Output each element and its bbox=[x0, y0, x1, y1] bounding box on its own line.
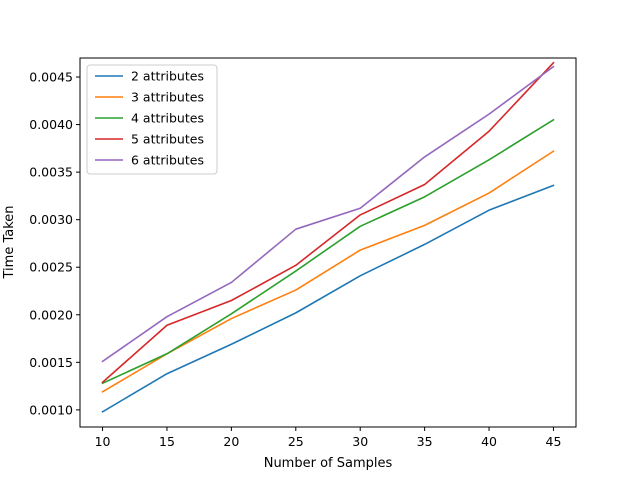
y-tick-label: 0.0035 bbox=[29, 165, 73, 180]
y-tick-label: 0.0045 bbox=[29, 70, 73, 85]
y-tick-label: 0.0015 bbox=[29, 355, 73, 370]
x-tick-label: 10 bbox=[95, 434, 111, 449]
legend: 2 attributes 3 attributes 4 attributes 5 at… bbox=[86, 64, 218, 175]
series-line-5-attributes bbox=[101, 61, 555, 384]
x-tick-label: 25 bbox=[288, 434, 304, 449]
x-tick-label: 40 bbox=[481, 434, 497, 449]
x-tick-label: 35 bbox=[417, 434, 433, 449]
y-tick-label: 0.0010 bbox=[29, 402, 73, 417]
x-tick-label: 15 bbox=[159, 434, 175, 449]
y-tick-label: 0.0025 bbox=[29, 260, 73, 275]
y-axis-ticks: 0.0010 0.0015 0.0020 0.0025 0.0030 0.0035 0.00… bbox=[29, 70, 80, 417]
y-axis-title: Time Taken bbox=[2, 205, 17, 279]
series-layer bbox=[101, 61, 555, 413]
x-tick-label: 45 bbox=[546, 434, 562, 449]
y-tick-label: 0.0020 bbox=[29, 307, 73, 322]
y-tick-label: 0.0030 bbox=[29, 212, 73, 227]
x-axis-title: Number of Samples bbox=[264, 456, 393, 471]
x-tick-label: 20 bbox=[223, 434, 239, 449]
x-axis-ticks: 10 15 20 25 30 35 40 45 bbox=[95, 427, 562, 449]
series-line-4-attributes bbox=[101, 118, 555, 385]
series-line-6-attributes bbox=[101, 65, 555, 363]
legend-box bbox=[86, 64, 218, 175]
legend-label: 6 attributes bbox=[131, 153, 204, 168]
legend-label: 4 attributes bbox=[131, 111, 204, 126]
plot-frame bbox=[79, 57, 577, 428]
legend-label: 5 attributes bbox=[131, 132, 204, 147]
series-line-2-attributes bbox=[101, 184, 555, 413]
legend-label: 2 attributes bbox=[131, 69, 204, 84]
y-tick-label: 0.0040 bbox=[29, 117, 73, 132]
legend-label: 3 attributes bbox=[131, 90, 204, 105]
x-tick-label: 30 bbox=[352, 434, 368, 449]
